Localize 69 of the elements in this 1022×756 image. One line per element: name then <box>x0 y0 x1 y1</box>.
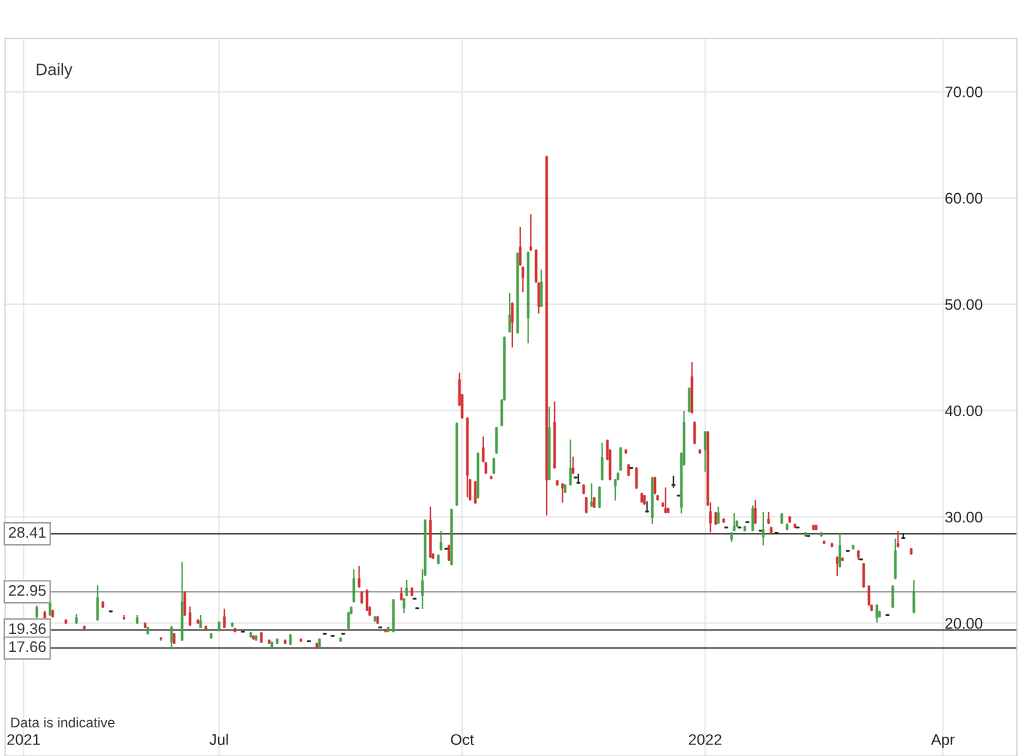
candlestick <box>365 589 369 612</box>
candlestick <box>894 538 897 580</box>
x-tick-label: 2022 <box>688 734 722 745</box>
candlestick <box>722 518 725 523</box>
candlestick <box>347 611 350 630</box>
candlestick <box>474 481 477 504</box>
ref-line-label: 19.36 <box>9 623 46 635</box>
y-tick-label: 20.00 <box>945 618 983 629</box>
candlestick <box>635 467 638 489</box>
candlestick <box>619 447 622 471</box>
candlestick <box>289 634 292 646</box>
candlestick <box>339 637 342 642</box>
x-tick-label: Oct <box>450 734 474 745</box>
candlestick <box>83 625 86 631</box>
candlestick <box>540 269 543 308</box>
candlestick <box>405 579 408 597</box>
candlestick <box>223 608 226 629</box>
candlestick <box>75 613 78 624</box>
y-tick-label: 40.00 <box>945 405 983 417</box>
candlestick <box>96 585 99 621</box>
ref-line-label: 28.41 <box>8 527 46 538</box>
candlestick <box>508 292 511 333</box>
candlestick <box>569 439 572 486</box>
candlestick <box>352 569 356 603</box>
ref-line-label: 22.95 <box>8 585 46 596</box>
candlestick <box>754 500 757 524</box>
candlestick <box>392 599 395 633</box>
y-tick-label: 30.00 <box>945 511 983 523</box>
candlestick <box>468 478 472 501</box>
ref-line-label: 17.66 <box>9 641 46 653</box>
candlestick <box>862 562 865 588</box>
candlestick <box>511 302 514 348</box>
candlestick <box>730 532 733 542</box>
candlestick <box>439 531 443 551</box>
candlestick <box>645 501 649 513</box>
candlestick <box>912 579 916 614</box>
x-tick-label: 2021 <box>7 734 40 745</box>
candlestick <box>400 587 403 601</box>
candlestick <box>600 442 604 481</box>
candlestick <box>51 609 54 618</box>
candlestick <box>260 632 263 643</box>
candlestick <box>896 531 900 548</box>
candlestick <box>553 401 556 469</box>
candlestick <box>571 456 575 474</box>
candlestick <box>188 606 192 626</box>
candlestick <box>357 566 361 588</box>
annotation: Daily <box>36 63 73 79</box>
candlestick <box>767 511 770 524</box>
candlestick <box>693 421 696 445</box>
candlestick <box>891 585 894 608</box>
candlestick <box>841 557 844 562</box>
candlestick <box>582 484 585 495</box>
y-tick-label: 60.00 <box>945 192 983 204</box>
candlestick <box>751 505 754 532</box>
candlestick <box>516 252 519 334</box>
y-tick-label: 70.00 <box>945 86 983 98</box>
x-tick-label: Jul <box>209 733 228 745</box>
candlestick <box>183 591 187 616</box>
candlestick <box>122 615 126 620</box>
y-tick-label: 50.00 <box>945 299 983 310</box>
candlestick <box>495 426 498 454</box>
annotation: Data is indicative <box>11 717 115 728</box>
candlestick <box>762 511 765 546</box>
candlestick <box>466 417 469 498</box>
candlestick <box>598 486 601 508</box>
candlestick <box>703 431 707 472</box>
candlestick <box>820 532 823 537</box>
x-tick-label: Apr <box>931 734 955 749</box>
candlestick <box>437 554 440 565</box>
